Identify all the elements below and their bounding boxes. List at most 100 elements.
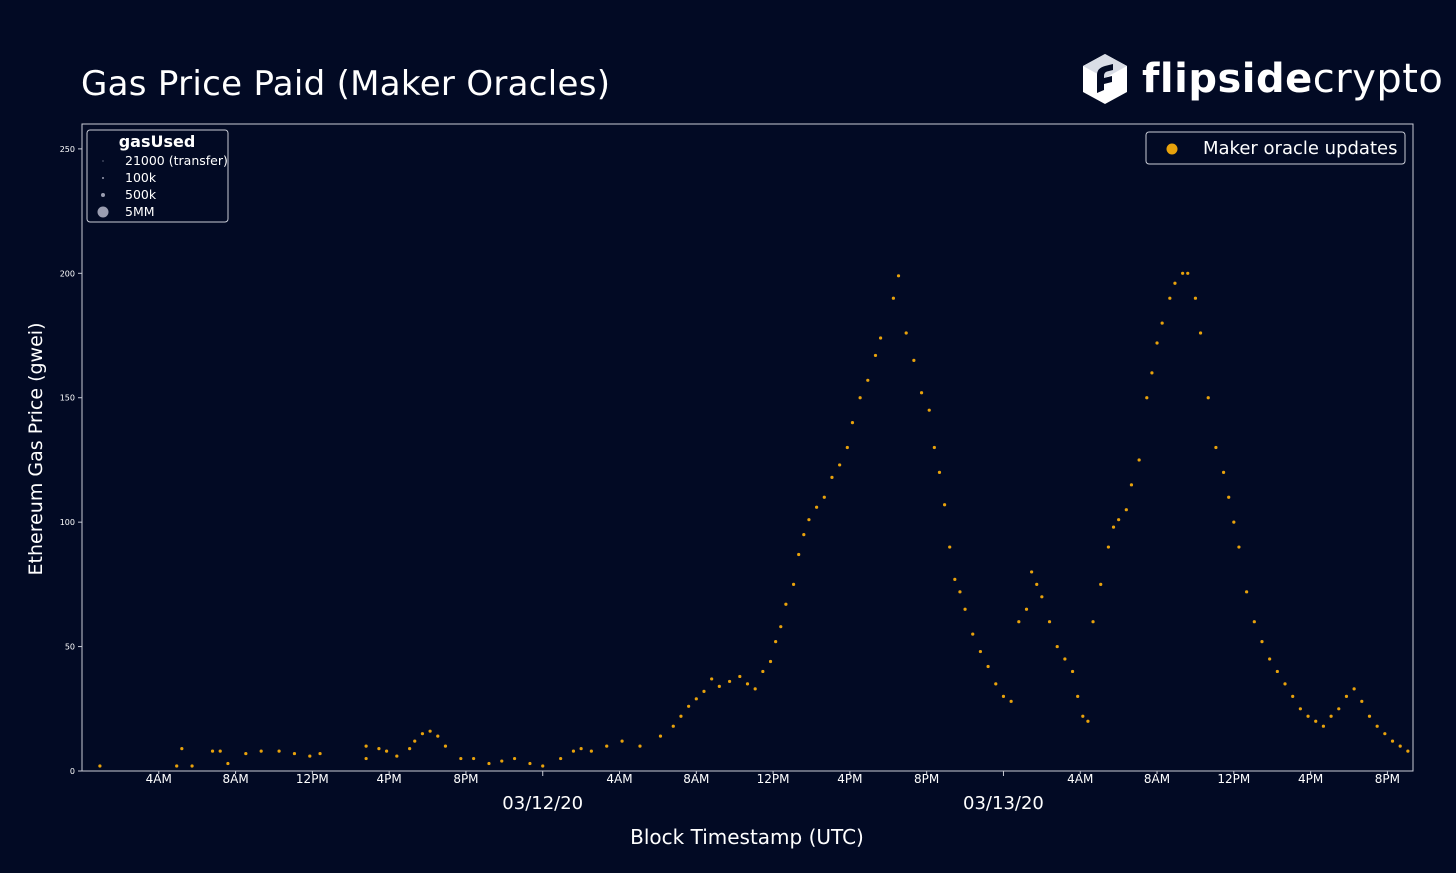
x-tick-label: 8AM (1144, 772, 1170, 786)
data-point (1232, 520, 1236, 524)
data-point (1375, 724, 1379, 728)
data-point (738, 674, 742, 679)
data-point (98, 764, 102, 768)
data-point (571, 749, 576, 753)
data-point (1086, 719, 1090, 723)
data-point (190, 764, 194, 768)
data-point (1160, 321, 1164, 325)
size-legend-entry: 5MM (125, 204, 155, 219)
data-point (1155, 341, 1159, 345)
data-point (1367, 714, 1372, 718)
y-tick-label: 250 (60, 145, 75, 154)
data-point (1030, 570, 1034, 574)
data-point (1252, 620, 1256, 624)
data-point (605, 744, 609, 748)
data-point (420, 732, 425, 736)
data-point (1298, 707, 1302, 711)
data-point (1024, 607, 1029, 611)
data-point (459, 756, 463, 761)
data-point (753, 687, 757, 691)
data-point (768, 659, 773, 664)
data-point (1111, 525, 1116, 529)
data-point (779, 625, 783, 629)
size-legend-entry: 21000 (transfer) (125, 153, 228, 168)
data-point (1145, 396, 1149, 400)
data-point (838, 463, 842, 467)
data-point (1383, 732, 1387, 736)
date-label: 03/13/20 (963, 793, 1044, 814)
data-point (1181, 271, 1185, 275)
data-point (971, 632, 975, 636)
data-point (1173, 281, 1177, 285)
size-marker-100k (102, 177, 104, 179)
data-point (1198, 331, 1203, 335)
data-point (1035, 582, 1039, 586)
data-point (858, 396, 862, 400)
data-point (218, 749, 222, 753)
data-point (1406, 749, 1410, 753)
x-tick-label: 8AM (222, 772, 248, 786)
data-point (1344, 694, 1349, 698)
data-point (727, 679, 732, 684)
data-point (244, 751, 248, 756)
size-legend-entry: 100k (125, 170, 157, 185)
series-legend-box (1145, 131, 1406, 165)
x-tick-label: 12PM (296, 772, 329, 786)
data-point (797, 552, 801, 557)
data-point (830, 475, 834, 479)
data-point (443, 744, 448, 748)
data-point (1091, 620, 1095, 624)
data-point (927, 408, 931, 412)
data-point (1047, 620, 1052, 624)
date-label: 03/12/20 (502, 793, 583, 814)
brand-logo: flipsidecrypto (1080, 52, 1443, 106)
x-tick-label: 4AM (1067, 772, 1093, 786)
data-point (1237, 545, 1241, 549)
data-point (210, 749, 215, 753)
data-point (702, 689, 706, 693)
data-point (428, 729, 432, 733)
data-point (986, 664, 990, 669)
data-point (589, 749, 593, 753)
x-axis-label: Block Timestamp (UTC) (630, 825, 864, 849)
size-legend-entry: 500k (125, 187, 157, 202)
data-point (904, 331, 908, 335)
data-point (1260, 640, 1264, 644)
data-point (1314, 719, 1318, 723)
data-point (472, 756, 476, 761)
data-point (364, 756, 368, 761)
data-point (879, 336, 883, 340)
data-point (1227, 495, 1231, 499)
data-point (541, 764, 545, 768)
data-point (942, 503, 947, 507)
x-tick-label: 4PM (377, 772, 402, 786)
data-point (802, 532, 806, 537)
x-tick-label: 8PM (914, 772, 939, 786)
data-point (1221, 470, 1226, 474)
data-point (384, 749, 389, 753)
brand-bold-text: flipside (1142, 56, 1313, 102)
data-point (500, 759, 504, 763)
data-point (1306, 714, 1310, 718)
y-tick-label: 0 (70, 767, 75, 776)
data-point (1168, 296, 1172, 300)
data-point (1337, 707, 1341, 711)
data-point (658, 734, 663, 738)
data-point (1017, 620, 1021, 624)
data-point (822, 495, 826, 499)
data-point (1360, 699, 1364, 703)
data-point (745, 682, 750, 686)
data-point (175, 764, 179, 768)
data-point (774, 640, 778, 644)
flipside-logo-icon (1083, 54, 1127, 104)
data-point (1129, 483, 1134, 487)
data-point (579, 747, 583, 751)
data-point (994, 682, 998, 686)
x-tick-label: 4PM (1298, 772, 1323, 786)
data-point (866, 378, 870, 382)
data-point (308, 754, 312, 758)
data-point (1124, 508, 1128, 512)
size-legend-box (86, 129, 229, 223)
data-point (512, 756, 517, 761)
